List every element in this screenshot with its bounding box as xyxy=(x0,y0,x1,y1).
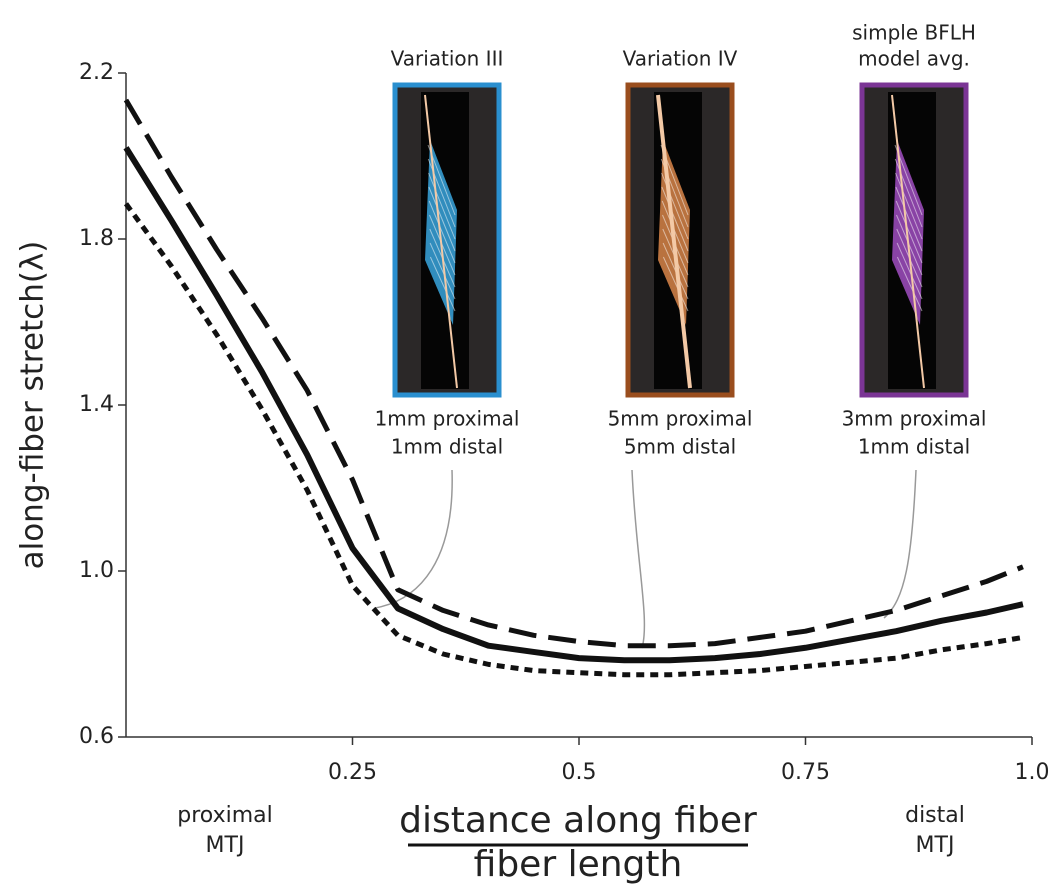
panel-caption: 1mm proximal xyxy=(375,407,520,431)
panel: Variation III 1mm proximal 1mm distal xyxy=(375,47,520,459)
panel: Variation IV 5mm proximal 5mm distal xyxy=(608,47,753,459)
series-line xyxy=(123,98,1024,649)
y-tick-label: 1.8 xyxy=(79,226,114,251)
tendon xyxy=(424,94,458,389)
leader-line xyxy=(631,469,646,649)
panel-caption: 1mm distal xyxy=(858,435,970,459)
panel-caption: 5mm distal xyxy=(624,435,736,459)
x-tick-label: 0.5 xyxy=(562,760,597,785)
end-label: MTJ xyxy=(206,833,245,858)
panel-caption: 5mm proximal xyxy=(608,407,753,431)
fiber xyxy=(662,256,689,312)
tendon xyxy=(656,94,692,389)
y-tick-label: 1.0 xyxy=(79,558,114,583)
x-axis-label: distance along fiber xyxy=(399,800,757,841)
y-tick-label: 2.2 xyxy=(79,60,114,85)
leaders xyxy=(374,469,917,649)
end-label: proximal xyxy=(177,803,272,828)
fiber xyxy=(661,200,689,264)
end-label: MTJ xyxy=(916,833,955,858)
leader-line xyxy=(883,469,917,619)
fiber xyxy=(429,256,456,312)
panel-title: Variation III xyxy=(391,47,504,71)
fiber xyxy=(428,200,456,264)
panel-caption: 1mm distal xyxy=(391,435,503,459)
fiber xyxy=(428,186,456,252)
fiber xyxy=(896,242,923,300)
series-line xyxy=(123,202,1024,678)
panel-title: simple BFLH xyxy=(852,21,976,45)
fiber xyxy=(895,200,923,264)
fiber xyxy=(895,172,923,240)
tendon xyxy=(891,94,925,389)
panel-title: Variation IV xyxy=(623,47,738,71)
leader-line xyxy=(374,469,453,609)
end-label: distal xyxy=(905,803,965,828)
series-line xyxy=(123,146,1024,664)
panel-title: model avg. xyxy=(858,47,970,71)
fiber xyxy=(429,242,456,300)
y-axis-label: along-fiber stretch(λ) xyxy=(15,241,51,570)
y-tick-label: 0.6 xyxy=(79,724,114,749)
x-axis-label: fiber length xyxy=(474,844,683,885)
panel-caption: 3mm proximal xyxy=(842,407,987,431)
y-tick-label: 1.4 xyxy=(79,392,114,417)
fiber xyxy=(896,256,923,312)
fiber xyxy=(895,186,923,252)
fiber xyxy=(428,172,456,240)
x-tick-label: 0.25 xyxy=(328,760,377,785)
x-tick-label: 1.0 xyxy=(1015,760,1050,785)
fiber xyxy=(661,186,689,252)
x-tick-label: 0.75 xyxy=(781,760,830,785)
